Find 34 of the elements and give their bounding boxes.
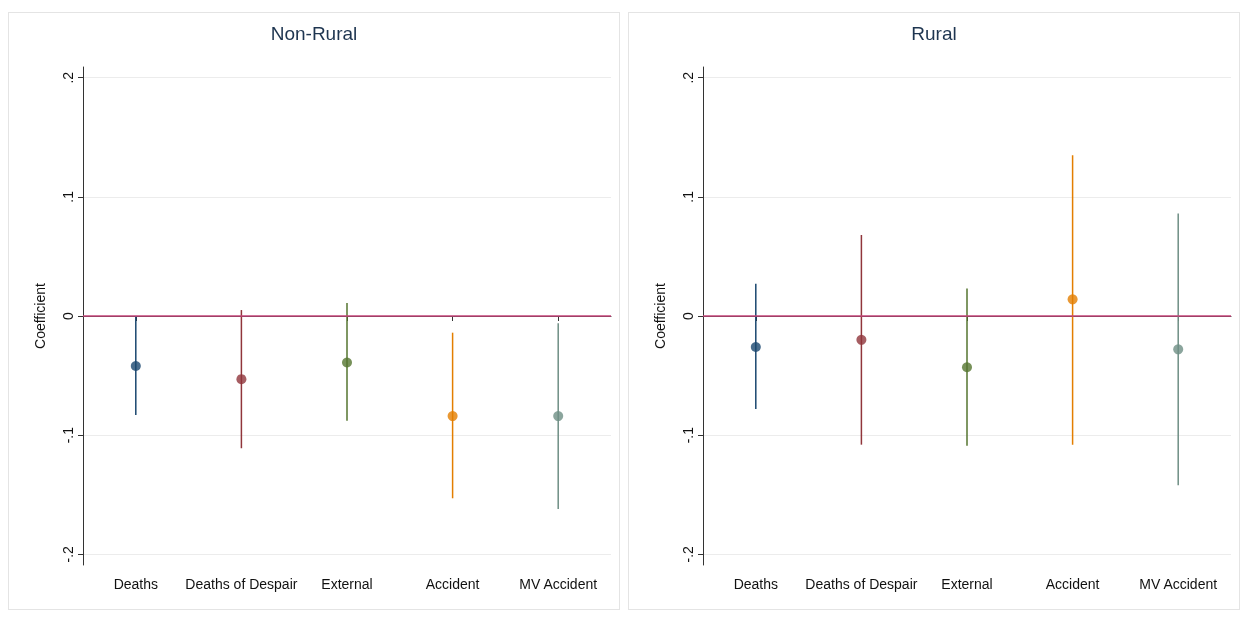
x-tick-label: Deaths <box>113 576 158 592</box>
point <box>962 362 972 373</box>
y-tick-label: .2 <box>680 71 696 84</box>
y-axis-title: Coefficient <box>652 282 668 349</box>
y-axis-title: Coefficient <box>32 282 48 349</box>
y-tick-label: -.1 <box>60 426 76 444</box>
y-tick-label: 0 <box>680 311 696 320</box>
point <box>750 341 761 352</box>
x-tick-label: MV Accident <box>519 576 598 592</box>
x-tick-label: External <box>941 576 993 592</box>
x-tick-label: MV Accident <box>1139 576 1218 592</box>
x-tick-label: Deaths of Despair <box>805 576 918 592</box>
x-tick-label: Accident <box>425 576 480 592</box>
point <box>856 334 867 345</box>
point <box>236 374 247 385</box>
point <box>342 357 352 368</box>
x-tick-label: Accident <box>1045 576 1100 592</box>
chart-title: Non-Rural <box>270 23 358 44</box>
x-tick-label: Deaths of Despair <box>185 576 298 592</box>
y-tick-label: -.1 <box>680 426 696 444</box>
y-tick-label: -.2 <box>680 545 696 563</box>
point <box>553 411 564 422</box>
x-tick-label: External <box>321 576 373 592</box>
point <box>1173 344 1184 355</box>
y-tick-label: .1 <box>680 190 696 203</box>
y-tick-label: .2 <box>60 71 76 84</box>
y-tick-label: .1 <box>60 190 76 203</box>
y-tick-label: 0 <box>60 311 76 320</box>
point <box>130 361 141 372</box>
y-tick-label: -.2 <box>60 545 76 563</box>
point <box>1067 294 1078 305</box>
x-tick-label: Deaths <box>733 576 778 592</box>
point <box>447 411 458 422</box>
chart-title: Rural <box>911 23 957 44</box>
